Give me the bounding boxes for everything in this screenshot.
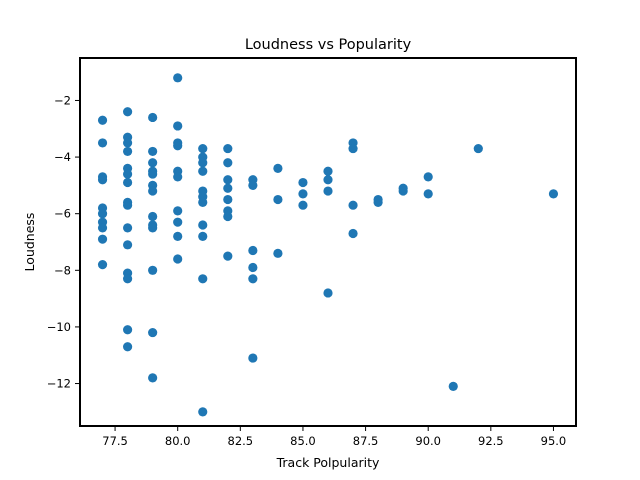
data-point <box>198 166 208 176</box>
data-point <box>548 189 559 199</box>
data-points <box>97 73 559 417</box>
data-point <box>223 158 233 168</box>
data-point <box>148 223 158 233</box>
data-point <box>198 143 208 154</box>
data-point <box>323 175 333 185</box>
data-point <box>123 146 133 157</box>
data-point <box>173 254 183 264</box>
data-point <box>248 262 258 273</box>
data-point <box>173 172 183 182</box>
data-point <box>223 251 233 261</box>
data-point <box>123 240 133 250</box>
x-tick-label: 77.5 <box>102 434 128 448</box>
data-point <box>123 325 133 335</box>
x-tick-label: 90.0 <box>415 434 441 448</box>
data-point <box>97 223 108 233</box>
data-point <box>198 220 208 230</box>
y-tick-label: −12 <box>47 377 71 391</box>
data-point <box>97 209 108 219</box>
data-point <box>123 342 133 352</box>
x-axis-ticks: 77.5 80.0 82.5 85.0 87.5 90.0 92.5 95.0 <box>102 426 566 448</box>
data-point <box>97 260 108 270</box>
data-point <box>148 373 158 383</box>
data-point <box>423 189 433 199</box>
data-point <box>223 175 233 185</box>
chart-title: Loudness vs Popularity <box>245 37 412 53</box>
data-point <box>223 194 233 205</box>
data-point <box>148 158 158 168</box>
data-point <box>148 327 158 338</box>
data-point <box>248 180 258 190</box>
data-point <box>123 274 133 284</box>
data-point <box>223 183 233 193</box>
data-point <box>348 228 358 239</box>
data-point <box>173 73 183 83</box>
data-point <box>148 112 158 123</box>
x-tick-label: 87.5 <box>353 434 379 448</box>
x-axis-label: Track Polpularity <box>276 455 380 470</box>
data-point <box>173 141 183 151</box>
data-point <box>198 407 208 417</box>
data-point <box>198 231 208 241</box>
data-point <box>298 189 308 199</box>
data-point <box>148 169 158 179</box>
data-point <box>123 138 133 148</box>
data-point <box>223 211 233 222</box>
data-point <box>298 200 308 210</box>
y-axis-ticks: −12 −10 −8 −6 −4 −2 <box>47 93 80 391</box>
y-tick-label: −8 <box>54 263 71 277</box>
data-point <box>123 200 133 210</box>
x-tick-label: 95.0 <box>541 434 567 448</box>
y-tick-label: −6 <box>54 207 71 221</box>
data-point <box>198 158 208 168</box>
data-point <box>373 197 383 207</box>
data-point <box>223 143 233 154</box>
y-tick-label: −2 <box>54 93 71 107</box>
data-point <box>173 206 183 216</box>
data-point <box>248 245 258 256</box>
data-point <box>323 166 333 176</box>
data-point <box>273 163 283 173</box>
data-point <box>248 353 258 363</box>
data-point <box>298 177 308 188</box>
x-tick-label: 92.5 <box>478 434 504 448</box>
data-point <box>398 186 408 196</box>
data-point <box>97 115 108 125</box>
x-tick-label: 82.5 <box>228 434 254 448</box>
data-point <box>148 211 158 222</box>
data-point <box>273 194 283 205</box>
data-point <box>148 265 158 275</box>
data-point <box>123 107 133 117</box>
data-point <box>348 143 358 154</box>
data-point <box>173 121 183 131</box>
data-point <box>123 169 133 179</box>
data-point <box>348 200 358 210</box>
data-point <box>97 175 108 185</box>
data-point <box>198 274 208 284</box>
x-tick-label: 85.0 <box>290 434 316 448</box>
data-point <box>448 381 458 391</box>
data-point <box>198 197 208 207</box>
data-point <box>273 248 283 258</box>
data-point <box>123 177 133 188</box>
plot-frame <box>79 57 577 427</box>
data-point <box>123 223 133 233</box>
data-point <box>173 217 183 227</box>
y-axis-label: Loudness <box>22 213 37 272</box>
data-point <box>148 146 158 157</box>
x-tick-label: 80.0 <box>165 434 191 448</box>
data-point <box>423 172 433 182</box>
data-point <box>323 288 333 298</box>
data-point <box>97 138 108 148</box>
data-point <box>473 143 483 154</box>
data-point <box>148 186 158 196</box>
y-tick-label: −10 <box>47 320 71 334</box>
data-point <box>173 231 183 241</box>
data-point <box>323 186 333 196</box>
y-tick-label: −4 <box>54 150 71 164</box>
data-point <box>97 234 108 244</box>
data-point <box>248 274 258 284</box>
